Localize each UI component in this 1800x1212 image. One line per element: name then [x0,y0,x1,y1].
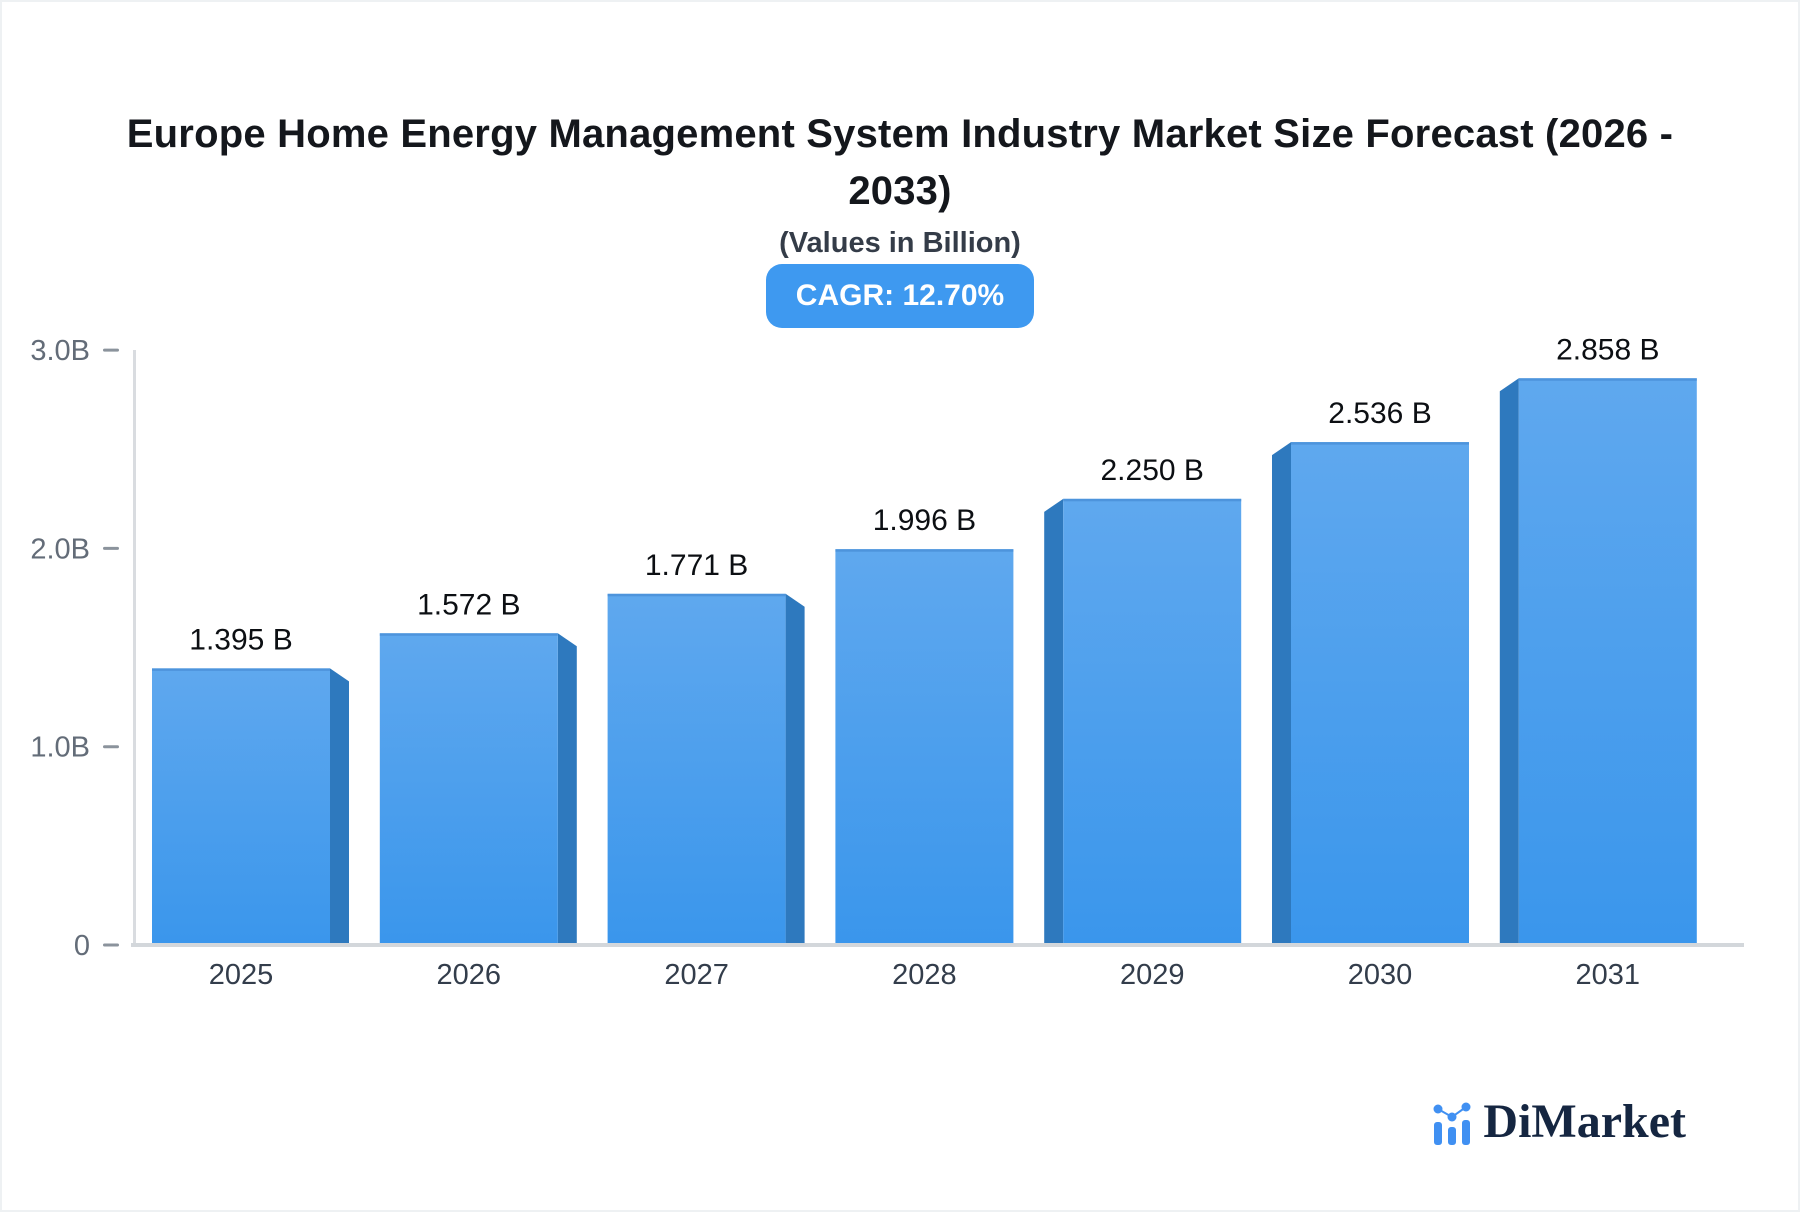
bar-value-label: 1.572 B [417,588,520,621]
bar-2025[interactable] [152,668,330,945]
y-axis-tick-label: 1.0B [30,732,90,764]
bar-top-edge [152,668,330,671]
y-axis-tick-label: 2.0B [30,533,90,565]
y-axis-tick [103,348,119,352]
bar-value-label: 1.996 B [873,504,976,537]
bar-3d-side [1272,442,1291,945]
page-title-line1: Europe Home Energy Management System Ind… [126,112,1674,156]
y-axis-tick [103,745,119,749]
bar-value-label: 2.250 B [1100,454,1203,487]
x-axis-line [131,943,1744,947]
bar-top-edge [607,593,786,597]
bar-3d-side [785,593,805,945]
bar-3d-side [330,668,349,945]
y-axis-tick-label: 3.0B [30,335,90,367]
y-axis-tick [103,943,119,947]
bar-top-edge [1518,378,1697,381]
x-axis-label: 2025 [209,959,274,991]
x-axis-label: 2028 [892,959,957,991]
bar-top-edge [379,633,558,636]
bar-2031[interactable] [1518,378,1697,945]
bar-value-label: 1.771 B [645,549,748,582]
chart-subtitle: (Values in Billion) [779,227,1021,259]
y-axis-tick [103,546,119,550]
brand-logo: DiMarket [1431,1098,1686,1146]
x-axis-label: 2030 [1348,959,1413,991]
bar-top-edge [835,549,1014,552]
bar-2030[interactable] [1291,442,1469,945]
bar-value-label: 2.536 B [1328,397,1431,430]
bar-2029[interactable] [1063,498,1242,945]
bar-2026[interactable] [379,633,558,945]
bar-2028[interactable] [835,549,1014,945]
page-title-line2: 2033) [848,169,952,213]
x-axis-label: 2026 [437,959,502,991]
bar-value-label: 2.858 B [1556,333,1659,366]
bar-3d-side [1499,378,1519,945]
chart-header: Europe Home Energy Management System Ind… [2,2,1798,328]
bar-top-edge [1063,498,1242,502]
bar-3d-side [557,633,577,945]
bar-2027[interactable] [607,593,786,945]
x-axis-label: 2031 [1576,959,1641,991]
mini-bar-chart-icon [1433,1102,1471,1145]
bar-value-label: 1.395 B [189,623,292,656]
bar-3d-side [1044,498,1064,945]
brand-name: DiMarket [1483,1095,1686,1148]
x-axis-label: 2027 [664,959,729,991]
bar-top-edge [1291,442,1469,445]
cagr-badge: CAGR: 12.70% [765,264,1035,328]
y-axis-tick-label: 0 [74,930,90,962]
y-axis-line [133,350,136,945]
x-axis-label: 2029 [1120,959,1185,991]
